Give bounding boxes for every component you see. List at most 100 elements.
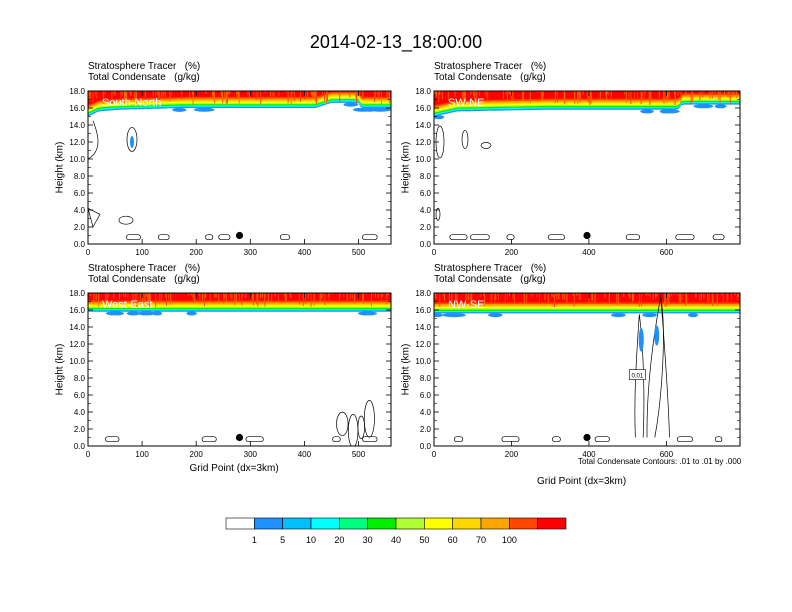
condensate-contours xyxy=(88,120,378,241)
y-tick-label: 14.0 xyxy=(69,323,85,332)
colorbar-swatch xyxy=(225,517,255,530)
x-tick-label: 0 xyxy=(432,450,437,459)
x-tick-label: 300 xyxy=(244,248,258,257)
y-tick-label: 18.0 xyxy=(415,289,431,298)
colorbar-swatch xyxy=(395,517,425,530)
variable-legend: Stratosphere Tracer (%) Total Condensate… xyxy=(434,61,547,83)
variable-legend: Stratosphere Tracer (%) Total Condensate… xyxy=(88,61,201,83)
plot-frame xyxy=(87,90,392,245)
x-tick-label: 600 xyxy=(660,450,674,459)
x-tick-label: 400 xyxy=(298,248,312,257)
y-tick-label: 8.0 xyxy=(420,172,432,181)
x-tick-label: 200 xyxy=(505,248,519,257)
tracer-field xyxy=(88,293,391,316)
variable-legend: Stratosphere Tracer (%) Total Condensate… xyxy=(88,263,201,285)
condensate-contours: 0.01 xyxy=(453,294,723,443)
x-axis-label: Grid Point (dx=3km) xyxy=(189,463,279,474)
panel-1: 0.0 2.0 4.0 6.0 8.0 10.0 12.0 14.0 16.0 18.0 0 100 2… xyxy=(69,87,392,257)
y-tick-label: 4.0 xyxy=(74,408,86,417)
tracer-field xyxy=(434,293,740,318)
tracer-field xyxy=(88,91,391,117)
location-marker xyxy=(235,433,244,442)
x-tick-label: 0 xyxy=(86,450,91,459)
colorbar-swatch xyxy=(537,517,567,530)
x-axis-label: Grid Point (dx=3km) xyxy=(537,476,627,487)
svg-text:0.01: 0.01 xyxy=(632,374,644,380)
y-tick-label: 6.0 xyxy=(74,391,86,400)
tracer-field xyxy=(434,91,740,120)
x-tick-label: 400 xyxy=(298,450,312,459)
x-tick-label: 500 xyxy=(352,450,366,459)
panel-label: South-North xyxy=(102,97,161,109)
colorbar: 1 5 10 20 30 40 50 60 70 100 xyxy=(225,517,567,545)
plot-frame xyxy=(433,90,741,245)
y-tick-label: 18.0 xyxy=(69,289,85,298)
condensate-contours xyxy=(435,125,725,241)
y-tick-label: 16.0 xyxy=(69,104,85,113)
colorbar-swatch xyxy=(254,517,283,530)
y-tick-label: 18.0 xyxy=(69,87,85,96)
location-marker xyxy=(583,433,591,442)
colorbar-swatch xyxy=(480,517,510,530)
y-tick-label: 12.0 xyxy=(69,340,85,349)
y-axis-label: Height (km) xyxy=(400,141,412,193)
x-tick-label: 300 xyxy=(244,450,258,459)
y-axis-label: Height (km) xyxy=(400,343,412,395)
x-tick-label: 600 xyxy=(660,248,674,257)
colorbar-label: 1 xyxy=(252,535,257,545)
y-tick-label: 0.0 xyxy=(74,442,86,451)
colorbar-label: 70 xyxy=(476,535,486,545)
condensate-contours xyxy=(105,400,378,446)
x-tick-label: 500 xyxy=(352,248,366,257)
colorbar-swatch xyxy=(452,517,482,530)
colorbar-label: 60 xyxy=(448,535,458,545)
colorbar-swatch xyxy=(282,517,312,530)
plot-frame xyxy=(87,292,392,447)
y-tick-label: 8.0 xyxy=(420,374,432,383)
panel-2: 0.0 2.0 4.0 6.0 8.0 10.0 12.0 14.0 16.0 18.0 0 200 4… xyxy=(415,87,741,257)
y-tick-label: 10.0 xyxy=(69,357,85,366)
y-tick-label: 2.0 xyxy=(420,425,432,434)
y-tick-label: 10.0 xyxy=(69,155,85,164)
colorbar-label: 100 xyxy=(502,535,517,545)
y-axis-label: Height (km) xyxy=(54,141,66,193)
y-tick-label: 2.0 xyxy=(74,223,86,232)
colorbar-swatch xyxy=(424,517,453,530)
colorbar-label: 30 xyxy=(363,535,373,545)
y-tick-label: 8.0 xyxy=(74,172,86,181)
y-tick-label: 16.0 xyxy=(415,306,431,315)
colorbar-swatch xyxy=(339,517,368,530)
x-tick-label: 100 xyxy=(135,248,149,257)
panel-label: SW-NE xyxy=(448,97,484,109)
panel-4: 0.01 0.0 2.0 4.0 6.0 8.0 10.0 12.0 14.0 16.0 18.0 0… xyxy=(415,289,741,459)
y-tick-label: 16.0 xyxy=(415,104,431,113)
x-tick-label: 200 xyxy=(190,450,204,459)
variable-legend: Stratosphere Tracer (%) Total Condensate… xyxy=(434,263,547,285)
y-tick-label: 0.0 xyxy=(74,240,86,249)
x-tick-label: 200 xyxy=(505,450,519,459)
y-tick-label: 8.0 xyxy=(74,374,86,383)
y-tick-label: 0.0 xyxy=(420,240,432,249)
colorbar-swatch xyxy=(310,517,340,530)
y-tick-label: 2.0 xyxy=(74,425,86,434)
y-tick-label: 12.0 xyxy=(415,138,431,147)
colorbar-swatch xyxy=(509,517,538,530)
x-tick-label: 400 xyxy=(582,248,596,257)
x-tick-label: 400 xyxy=(582,450,596,459)
y-tick-label: 14.0 xyxy=(415,121,431,130)
y-tick-label: 4.0 xyxy=(74,206,86,215)
x-tick-label: 0 xyxy=(86,248,91,257)
colorbar-label: 10 xyxy=(306,535,316,545)
y-tick-label: 14.0 xyxy=(69,121,85,130)
colorbar-label: 50 xyxy=(419,535,429,545)
main-title: 2014-02-13_18:00:00 xyxy=(309,32,483,52)
y-tick-label: 4.0 xyxy=(420,206,432,215)
x-tick-label: 100 xyxy=(135,450,149,459)
y-tick-label: 0.0 xyxy=(420,442,432,451)
contour-footnote: Total Condensate Contours: .01 to .01 by… xyxy=(578,457,742,466)
y-tick-label: 10.0 xyxy=(415,155,431,164)
y-tick-label: 10.0 xyxy=(415,357,431,366)
colorbar-label: 40 xyxy=(391,535,401,545)
y-tick-label: 18.0 xyxy=(415,87,431,96)
panel-label: West-East xyxy=(102,299,153,311)
